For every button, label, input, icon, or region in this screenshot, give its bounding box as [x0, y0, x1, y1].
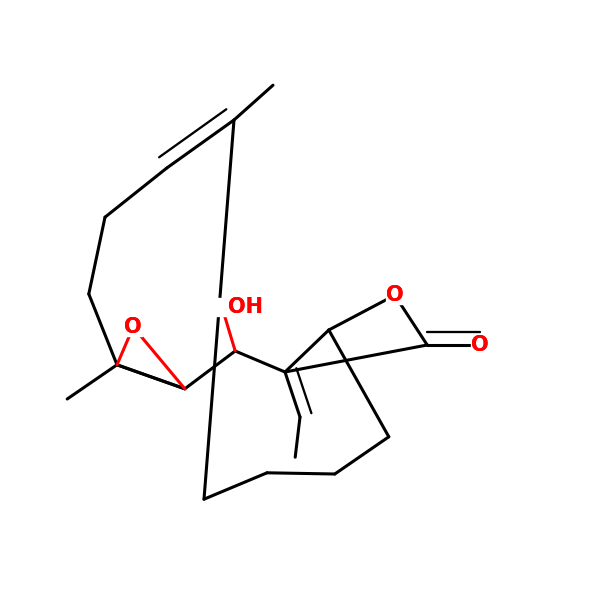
Text: O: O — [386, 285, 404, 305]
Bar — [124, 318, 142, 336]
Text: O: O — [124, 317, 142, 337]
Text: O: O — [471, 335, 489, 355]
Text: O: O — [386, 285, 404, 305]
Bar — [471, 336, 489, 354]
Text: OH: OH — [228, 297, 263, 317]
Bar — [386, 286, 404, 304]
Text: O: O — [124, 317, 142, 337]
Text: OH: OH — [228, 297, 263, 317]
Text: O: O — [471, 335, 489, 355]
Bar — [214, 298, 242, 316]
